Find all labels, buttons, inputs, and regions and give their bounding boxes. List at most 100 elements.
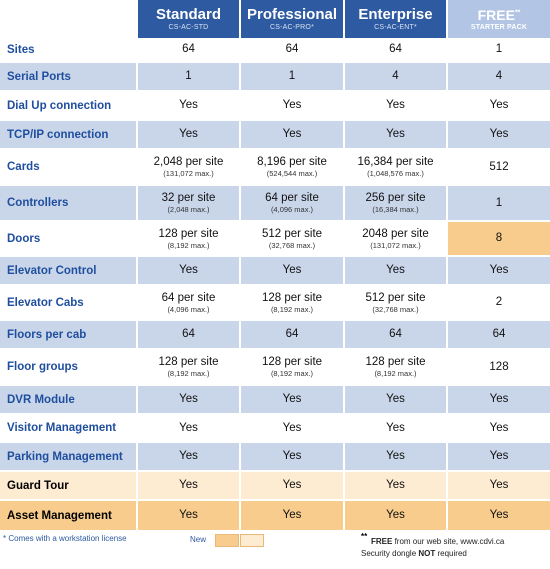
cell-value: Yes <box>179 479 198 491</box>
cell-max-value: (8,192 max.) <box>167 240 210 250</box>
cell-professional: Yes <box>241 501 343 530</box>
cell-free: 2 <box>448 286 550 319</box>
header-professional: Professional CS-AC-PRO* <box>241 0 343 38</box>
row-label-cell: Serial Ports <box>0 63 136 90</box>
cell-standard: 128 per site (8,192 max.) <box>138 222 239 255</box>
table-row-sites: Sites 64 64 64 1 <box>0 38 550 61</box>
cell-value: Yes <box>386 479 405 491</box>
legend-new-swatch-peach <box>240 534 264 547</box>
cell-value: 1 <box>495 43 503 55</box>
cell-max-value: (524,544 max.) <box>266 169 318 178</box>
cell-value: 512 per site <box>261 227 323 240</box>
row-label-cell: Sites <box>0 38 136 61</box>
cell-value: 512 per site <box>365 291 426 304</box>
cell-value: 2 <box>495 296 503 308</box>
cell-standard: 64 <box>138 38 239 61</box>
cell-max-value: (8,192 max.) <box>270 304 314 314</box>
header-blank-cell <box>0 0 136 38</box>
cell-value: 64 per site <box>265 192 319 204</box>
row-label: Dial Up connection <box>7 99 112 112</box>
cell-value: 4 <box>495 70 503 82</box>
cell-max-value: (4,096 max.) <box>167 304 210 314</box>
cell-enterprise: 16,384 per site (1,048,576 max.) <box>345 150 446 184</box>
cell-professional: 128 per site (8,192 max.) <box>241 286 343 319</box>
cell-value: Yes <box>489 128 509 140</box>
cell-value: 128 per site <box>261 356 323 368</box>
cell-free: Yes <box>448 415 550 441</box>
cell-value: 1 <box>495 196 503 209</box>
cell-value: 4 <box>392 70 399 82</box>
row-label: TCP/IP connection <box>7 128 109 141</box>
header-free-mark: ** <box>514 8 521 16</box>
cell-value: 256 per site <box>365 192 426 204</box>
row-label-cell: TCP/IP connection <box>0 121 136 148</box>
cell-value: Yes <box>179 264 198 276</box>
cell-value: 128 per site <box>261 291 323 304</box>
row-label-cell: Guard Tour <box>0 472 136 499</box>
cell-max-value: (1,048,576 max.) <box>367 169 424 178</box>
cell-enterprise: 256 per site (16,384 max.) <box>345 186 446 220</box>
cell-standard: Yes <box>138 121 239 148</box>
cell-enterprise: Yes <box>345 92 446 119</box>
cell-enterprise: Yes <box>345 386 446 413</box>
cell-max-value: (8,192 max.) <box>167 369 210 378</box>
cell-value: Yes <box>489 99 509 111</box>
cell-value: Yes <box>489 264 509 276</box>
cell-value: Yes <box>282 509 302 521</box>
cell-max-value: (8,192 max.) <box>270 369 314 378</box>
footnote-free-rest: from our web site, www.cdvi.ca <box>392 537 505 546</box>
cell-enterprise: 128 per site (8,192 max.) <box>345 350 446 384</box>
row-label-cell: Doors <box>0 222 136 255</box>
table-row-parking-management: Parking Management Yes Yes Yes Yes <box>0 443 550 470</box>
cell-value: 64 per site <box>161 291 216 304</box>
cell-max-value: (16,384 max.) <box>372 205 419 214</box>
row-label: Asset Management <box>7 509 112 522</box>
cell-value: 64 <box>182 328 195 340</box>
cell-value: Yes <box>179 509 198 521</box>
cell-professional: Yes <box>241 257 343 284</box>
header-title: Professional <box>246 5 338 23</box>
cell-standard: Yes <box>138 92 239 119</box>
table-row-elevator-control: Elevator Control Yes Yes Yes Yes <box>0 257 550 284</box>
cell-free: 128 <box>448 350 550 384</box>
cell-value: Yes <box>282 479 302 491</box>
table-row-dial-up: Dial Up connection Yes Yes Yes Yes <box>0 92 550 119</box>
cell-value: 2,048 per site <box>153 156 224 168</box>
cell-professional: Yes <box>241 472 343 499</box>
table-row-doors: Doors 128 per site (8,192 max.) 512 per sit… <box>0 222 550 255</box>
row-label: DVR Module <box>7 393 75 406</box>
table-row-visitor-management: Visitor Management Yes Yes Yes Yes <box>0 415 550 441</box>
cell-free: Yes <box>448 472 550 499</box>
header-code: CS-AC-STD <box>168 23 209 31</box>
row-label: Sites <box>7 43 35 56</box>
header-title: Enterprise <box>358 5 433 23</box>
table-row-floor-groups: Floor groups 128 per site (8,192 max.) 128 … <box>0 350 550 384</box>
cell-standard: Yes <box>138 501 239 530</box>
cell-standard: 64 per site (4,096 max.) <box>138 286 239 319</box>
cell-max-value: (8,192 max.) <box>374 369 417 378</box>
cell-value: 128 per site <box>365 356 426 368</box>
table-header: Standard CS-AC-STD Professional CS-AC-PR… <box>0 0 550 38</box>
footnote-dongle-end: required <box>435 549 467 558</box>
row-label-cell: DVR Module <box>0 386 136 413</box>
row-label: Guard Tour <box>7 479 69 492</box>
table-row-elevator-cabs: Elevator Cabs 64 per site (4,096 max.) 128 … <box>0 286 550 319</box>
cell-enterprise: 2048 per site (131,072 max.) <box>345 222 446 255</box>
cell-max-value: (131,072 max.) <box>163 169 214 178</box>
header-enterprise: Enterprise CS-AC-ENT* <box>345 0 446 38</box>
cell-value: 16,384 per site <box>357 156 434 168</box>
cell-free: Yes <box>448 92 550 119</box>
cell-value: 512 <box>489 160 509 173</box>
cell-free: Yes <box>448 257 550 284</box>
cell-enterprise: Yes <box>345 443 446 470</box>
table-row-serial-ports: Serial Ports 1 1 4 4 <box>0 63 550 90</box>
row-label-cell: Elevator Cabs <box>0 286 136 319</box>
cell-standard: Yes <box>138 415 239 441</box>
row-label: Elevator Control <box>7 264 97 277</box>
cell-professional: Yes <box>241 121 343 148</box>
footnote-dongle-not: NOT <box>418 549 436 558</box>
cell-value: Yes <box>386 128 405 140</box>
legend-new-swatch-orange <box>215 534 239 547</box>
footnote-free-text: FREE from our web site, www.cdvi.ca <box>371 537 504 546</box>
cell-value: Yes <box>489 509 509 521</box>
